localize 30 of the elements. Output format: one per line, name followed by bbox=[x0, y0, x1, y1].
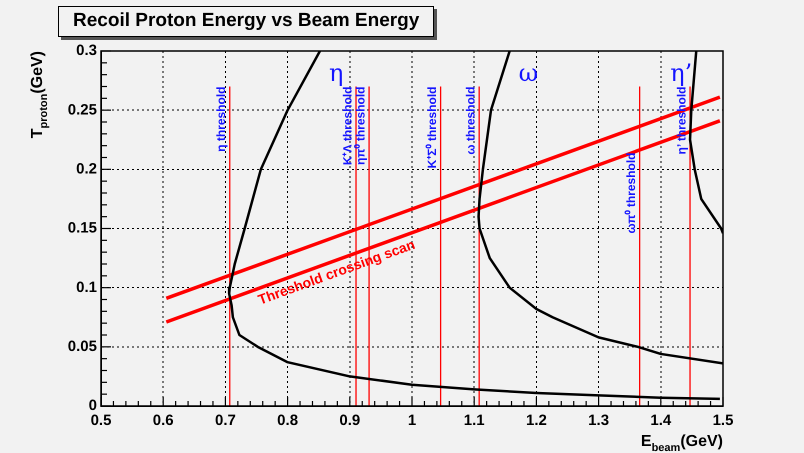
y-tick-label: 0 bbox=[88, 397, 97, 414]
x-tick-label: 1 bbox=[408, 412, 416, 430]
series-label: ω bbox=[518, 59, 538, 88]
text: K⁺Λ threshold bbox=[340, 86, 354, 166]
x-tick-label: 0.5 bbox=[90, 412, 112, 430]
text: ηπ⁰ threshold bbox=[353, 86, 368, 166]
y-tick-label: 0.2 bbox=[76, 160, 97, 178]
x-tick-label: 1.5 bbox=[712, 412, 734, 430]
x-tick-label: 0.8 bbox=[277, 412, 298, 430]
series-label: η’ bbox=[670, 59, 692, 88]
x-tick-label: 1.4 bbox=[650, 412, 672, 430]
text: η’ threshold bbox=[674, 86, 688, 155]
x-tick-label: 1.3 bbox=[588, 412, 610, 430]
y-tick-label: 0.1 bbox=[76, 278, 97, 296]
chart-title: Recoil Proton Energy vs Beam Energy bbox=[58, 6, 434, 37]
x-tick-label: 1.1 bbox=[464, 412, 485, 430]
text: K⁺Σ⁰ threshold bbox=[424, 86, 439, 168]
y-tick-label: 0.05 bbox=[68, 338, 97, 355]
y-tick-label: 0.25 bbox=[68, 101, 97, 118]
x-tick-label: 0.6 bbox=[152, 412, 174, 430]
x-tick-label: 0.9 bbox=[339, 412, 360, 430]
text: ω threshold bbox=[463, 86, 478, 155]
y-tick-label: 0.3 bbox=[76, 42, 97, 60]
x-tick-label: 1.2 bbox=[526, 412, 547, 430]
series-label: η bbox=[328, 59, 344, 88]
y-tick-label: 0.15 bbox=[68, 220, 97, 237]
text: η threshold bbox=[214, 86, 228, 152]
text: ωπ⁰ threshold bbox=[624, 152, 638, 234]
y-axis-title: Tproton(GeV) bbox=[29, 51, 50, 138]
x-tick-label: 0.7 bbox=[214, 412, 236, 430]
